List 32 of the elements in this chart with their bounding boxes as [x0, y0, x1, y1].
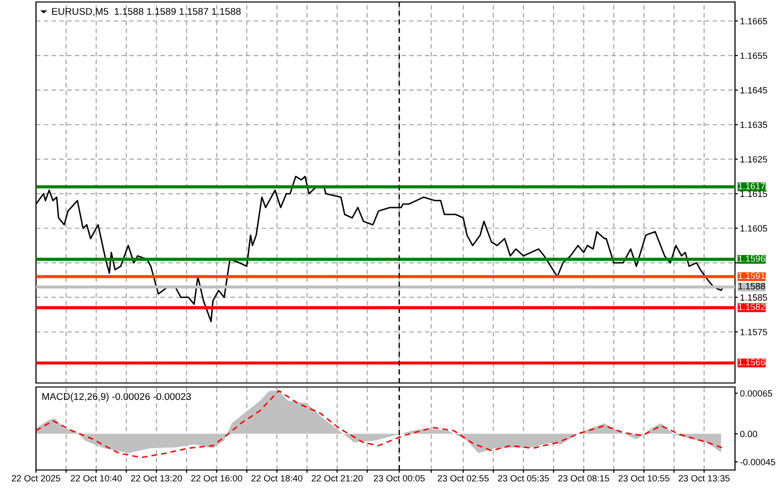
- x-tick-label: 22 Oct 16:00: [191, 475, 242, 482]
- ref-line-label: 1.1582: [738, 304, 765, 310]
- y-tick-label: 1.1645: [740, 87, 768, 94]
- text: MACD(12,26,9) -0.00026 -0.00023: [42, 392, 191, 402]
- x-tick-label: 23 Oct 02:55: [438, 475, 489, 482]
- x-tick-label: 22 Oct 18:40: [252, 475, 302, 482]
- ref-line-label: 1.1588: [738, 283, 766, 290]
- x-tick-label: 22 Oct 10:40: [70, 475, 122, 482]
- y-tick-label: 1.1615: [740, 190, 768, 198]
- x-tick-label: 22 Oct 13:20: [131, 475, 182, 482]
- ref-line-label: 1.1596: [738, 255, 766, 262]
- y-tick-label: 0.00: [740, 430, 758, 438]
- y-tick-label: 1.1665: [740, 18, 768, 24]
- y-tick-label: -0.00045: [740, 458, 776, 466]
- text: EURUSD,M5 1.1588 1.1589 1.1587 1.1588: [52, 8, 241, 16]
- ref-line-label: 1.1566: [738, 358, 766, 366]
- y-tick-label: 1.1575: [740, 328, 768, 336]
- x-tick-label: 23 Oct 00:05: [374, 475, 425, 482]
- ref-line-label: 1.1591: [738, 272, 765, 280]
- ref-line-label: 1.1617: [738, 182, 765, 190]
- x-tick-label: 23 Oct 13:35: [678, 475, 730, 482]
- y-tick-label: 1.1585: [740, 294, 768, 301]
- y-tick-label: 1.1635: [740, 122, 768, 128]
- y-tick-label: 1.1605: [740, 225, 768, 232]
- x-tick-label: 23 Oct 08:15: [558, 475, 610, 482]
- y-tick-label: 0.00065: [740, 390, 772, 397]
- y-tick-label: 1.1655: [740, 52, 768, 59]
- y-tick-label: 1.1625: [740, 156, 768, 163]
- x-tick-label: 22 Oct 2025: [12, 475, 60, 482]
- x-tick-label: 23 Oct 05:35: [498, 475, 549, 482]
- x-tick-label: 22 Oct 21:20: [312, 475, 363, 482]
- x-tick-label: 23 Oct 10:55: [618, 475, 670, 482]
